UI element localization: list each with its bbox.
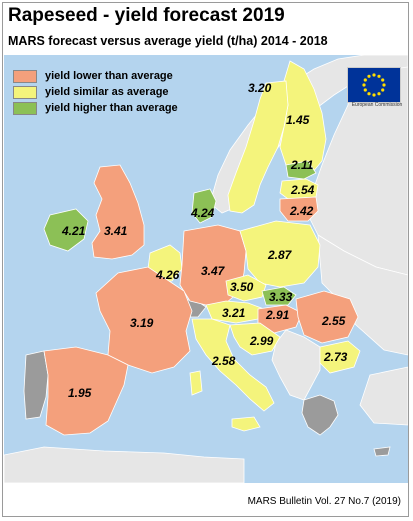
region-czechia bbox=[225, 274, 267, 302]
label-austria: 3.21 bbox=[222, 306, 246, 320]
label-italy: 2.58 bbox=[211, 354, 236, 368]
legend-swatch-similar bbox=[13, 85, 37, 99]
belarus-ukraine-land bbox=[317, 234, 408, 356]
label-czechia: 3.50 bbox=[230, 280, 254, 294]
label-spain: 1.95 bbox=[68, 386, 92, 400]
label-sweden: 3.20 bbox=[248, 81, 272, 95]
russia-land bbox=[307, 66, 408, 276]
legend-item-similar: yield similar as average bbox=[13, 85, 169, 99]
north-africa-land bbox=[4, 446, 245, 483]
legend-label-lower: yield lower than average bbox=[45, 70, 173, 82]
legend-label-similar: yield similar as average bbox=[45, 86, 169, 98]
label-france: 3.19 bbox=[130, 316, 154, 330]
greece-land bbox=[301, 394, 339, 436]
region-uk bbox=[91, 164, 145, 260]
eu-stars-icon bbox=[362, 73, 386, 97]
map-area: 3.20 1.45 2.11 2.54 2.42 4.24 4.21 3.41 … bbox=[4, 55, 408, 483]
legend-item-lower: yield lower than average bbox=[13, 69, 173, 83]
legend-item-higher: yield higher than average bbox=[13, 101, 178, 115]
region-denmark bbox=[191, 188, 217, 224]
label-lithuania: 2.42 bbox=[289, 204, 314, 218]
bulletin-footer: MARS Bulletin Vol. 27 No.7 (2019) bbox=[247, 496, 401, 507]
region-france bbox=[95, 266, 193, 374]
label-bulgaria: 2.73 bbox=[323, 350, 348, 364]
region-lithuania bbox=[279, 196, 319, 222]
region-spain bbox=[43, 346, 129, 436]
region-sardinia bbox=[189, 370, 203, 396]
label-romania: 2.55 bbox=[321, 314, 346, 328]
region-estonia bbox=[285, 160, 317, 180]
region-romania bbox=[295, 290, 359, 344]
region-ireland bbox=[43, 208, 89, 252]
label-denmark: 4.24 bbox=[190, 206, 215, 220]
region-bulgaria bbox=[319, 340, 361, 374]
europe-map: 3.20 1.45 2.11 2.54 2.42 4.24 4.21 3.41 … bbox=[4, 55, 408, 483]
label-latvia: 2.54 bbox=[290, 183, 315, 197]
legend-swatch-lower bbox=[13, 69, 37, 83]
eu-logo-text: European Commission bbox=[351, 102, 403, 108]
cyprus-land bbox=[373, 446, 391, 457]
region-italy bbox=[191, 318, 275, 412]
label-finland: 1.45 bbox=[286, 113, 310, 127]
label-netherlands-belgium: 4.26 bbox=[155, 268, 180, 282]
label-germany: 3.47 bbox=[201, 264, 226, 278]
legend-swatch-higher bbox=[13, 101, 37, 115]
region-croatia-slovenia bbox=[229, 322, 281, 356]
legend-label-higher: yield higher than average bbox=[45, 102, 178, 114]
region-sicily bbox=[231, 416, 261, 432]
label-hungary: 2.91 bbox=[265, 308, 290, 322]
label-ireland: 4.21 bbox=[61, 224, 86, 238]
label-uk: 3.41 bbox=[104, 224, 128, 238]
turkey-land bbox=[359, 366, 408, 426]
label-slovakia: 3.33 bbox=[269, 290, 293, 304]
map-title: Rapeseed - yield forecast 2019 bbox=[8, 5, 285, 26]
region-poland bbox=[239, 220, 321, 288]
region-slovakia bbox=[261, 286, 297, 306]
eu-flag-icon bbox=[347, 67, 401, 103]
map-subtitle: MARS forecast versus average yield (t/ha… bbox=[8, 34, 328, 48]
label-croatia: 2.99 bbox=[249, 334, 274, 348]
label-estonia: 2.11 bbox=[290, 158, 314, 172]
label-poland: 2.87 bbox=[267, 248, 293, 262]
region-sweden bbox=[227, 80, 289, 214]
